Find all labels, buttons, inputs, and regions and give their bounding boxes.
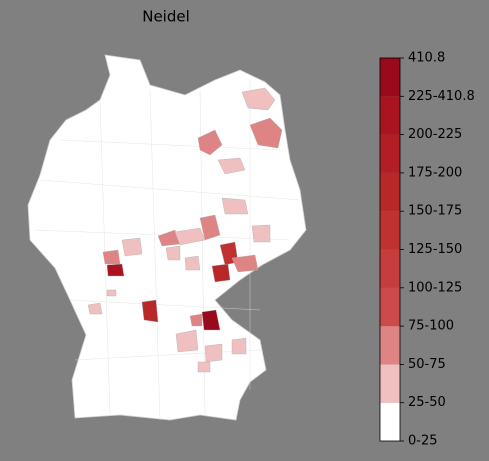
district [221,197,249,215]
district [217,157,246,175]
colorbar-label: 225-410.8 [408,89,475,104]
colorbar: 0-25 25-50 50-75 75-100 100-125 125-150 150-17… [379,51,475,449]
district [199,214,221,241]
colorbar-label: 200-225 [408,127,462,142]
district [251,224,271,243]
colorbar-label: 75-100 [408,319,454,334]
district [231,254,259,273]
district [204,343,223,363]
colorbar-label: 100-125 [408,280,462,295]
district [184,255,201,271]
district [106,263,125,277]
district [189,313,203,327]
district [165,245,181,261]
colorbar-label: 0-25 [408,434,438,449]
district [102,249,121,265]
colorbar-segment [380,58,400,97]
colorbar-segment [380,402,400,441]
district [175,329,199,353]
colorbar-segment [380,96,400,135]
district [106,289,117,297]
colorbar-label: 150-175 [408,204,462,219]
colorbar-segment [380,249,400,288]
colorbar-label: 175-200 [408,165,462,180]
district [197,129,223,156]
district [174,227,206,246]
district [197,361,211,373]
map-title: Neidel [142,8,190,26]
highlighted-districts [87,87,283,373]
colorbar-label: 125-150 [408,242,462,257]
district [249,117,283,149]
colorbar-segment [380,287,400,327]
colorbar-label: 25-50 [408,395,446,410]
district [211,263,231,283]
district [87,302,103,315]
colorbar-segment [380,211,400,250]
colorbar-segment [380,326,400,365]
colorbar-segment [380,134,400,173]
district [141,299,159,323]
germany-map [27,54,307,421]
colorbar-segment [380,364,400,403]
district [201,309,221,331]
district [231,337,247,355]
colorbar-label: 50-75 [408,357,446,372]
colorbar-label: 410.8 [408,51,445,66]
district [241,87,276,111]
district [121,237,143,257]
colorbar-segment [380,172,400,212]
